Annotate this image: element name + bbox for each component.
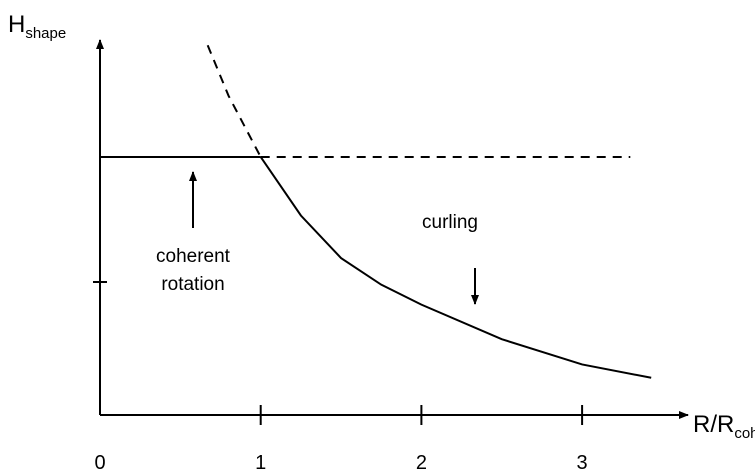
x-tick-label: 1 (255, 452, 266, 472)
x-tick-label: 2 (416, 452, 427, 472)
annotation: curling (422, 212, 478, 233)
annotation: rotation (161, 274, 224, 295)
y-axis-label: Hshape (8, 11, 66, 42)
curve (206, 44, 262, 158)
x-axis-label: R/Rcoh (693, 411, 755, 442)
x-tick-label: 3 (577, 452, 588, 472)
curve (259, 156, 652, 379)
annotation: coherent (156, 246, 231, 267)
x-tick-label: 0 (94, 452, 105, 472)
